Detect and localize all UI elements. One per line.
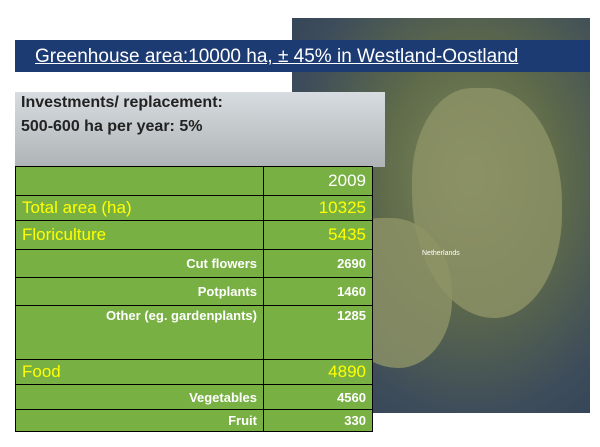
subtitle-line: 500-600 ha per year: 5%	[21, 118, 202, 136]
slide-title: Greenhouse area:10000 ha, ± 45% in Westl…	[35, 46, 518, 68]
row-label: Vegetables	[16, 385, 264, 410]
row-value: 10325	[264, 196, 373, 221]
row-label: Cut flowers	[16, 250, 264, 278]
row-label: Total area (ha)	[16, 196, 264, 221]
subtitle-line: Investments/ replacement:	[21, 94, 223, 112]
row-value: 4890	[264, 360, 373, 385]
header-row: 2009	[16, 167, 373, 196]
table-row: Other (eg. gardenplants)1285	[16, 306, 373, 360]
row-value: 330	[264, 410, 373, 432]
row-label: Floriculture	[16, 221, 264, 250]
row-label: Food	[16, 360, 264, 385]
row-value: 1460	[264, 278, 373, 306]
row-label: Other (eg. gardenplants)	[16, 306, 264, 360]
map-label: Netherlands	[422, 250, 460, 257]
row-value: 1285	[264, 306, 373, 360]
row-label: Potplants	[16, 278, 264, 306]
row-label: Fruit	[16, 410, 264, 432]
header-cell: 2009	[264, 167, 373, 196]
greenhouse-photo: Investments/ replacement: 500-600 ha per…	[15, 92, 385, 167]
row-value: 5435	[264, 221, 373, 250]
row-value: 2690	[264, 250, 373, 278]
row-value: 4560	[264, 385, 373, 410]
table-row: Total area (ha)10325	[16, 196, 373, 221]
header-cell	[16, 167, 264, 196]
slide: Netherlands Greenhouse area:10000 ha, ± …	[0, 0, 600, 447]
